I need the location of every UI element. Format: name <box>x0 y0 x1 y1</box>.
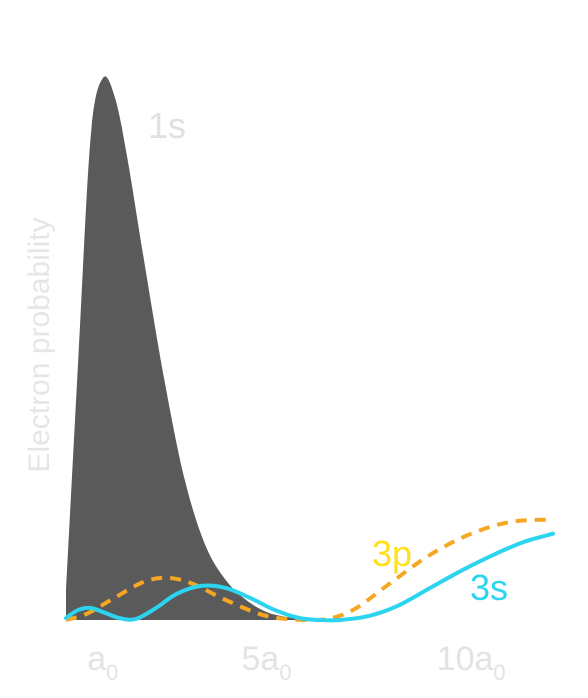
x-tick-subscript: 0 <box>106 660 118 685</box>
x-tick-label: 5a0 <box>241 640 291 685</box>
x-tick-main: 5a <box>241 640 279 678</box>
filled-area-layer <box>66 76 349 620</box>
series-3s-line <box>64 531 555 623</box>
x-tick-layer: a0 5a0 10a0 <box>87 640 505 685</box>
series-3p-line <box>65 517 554 623</box>
series-label-1s: 1s <box>148 105 186 146</box>
series-1s-area <box>66 76 349 620</box>
line-layer <box>64 517 555 623</box>
x-tick-subscript: 0 <box>493 660 505 685</box>
series-label-3p: 3p <box>372 533 412 574</box>
x-tick-main: a <box>87 640 106 678</box>
y-axis-label: Electron probability <box>23 217 56 472</box>
x-tick-label: 10a0 <box>437 640 506 685</box>
x-tick-label: a0 <box>87 640 118 685</box>
series-label-3s: 3s <box>470 567 508 608</box>
label-layer: Electron probability 1s 3p 3s <box>23 105 508 608</box>
x-tick-subscript: 0 <box>279 660 291 685</box>
x-tick-main: 10a <box>437 640 494 678</box>
